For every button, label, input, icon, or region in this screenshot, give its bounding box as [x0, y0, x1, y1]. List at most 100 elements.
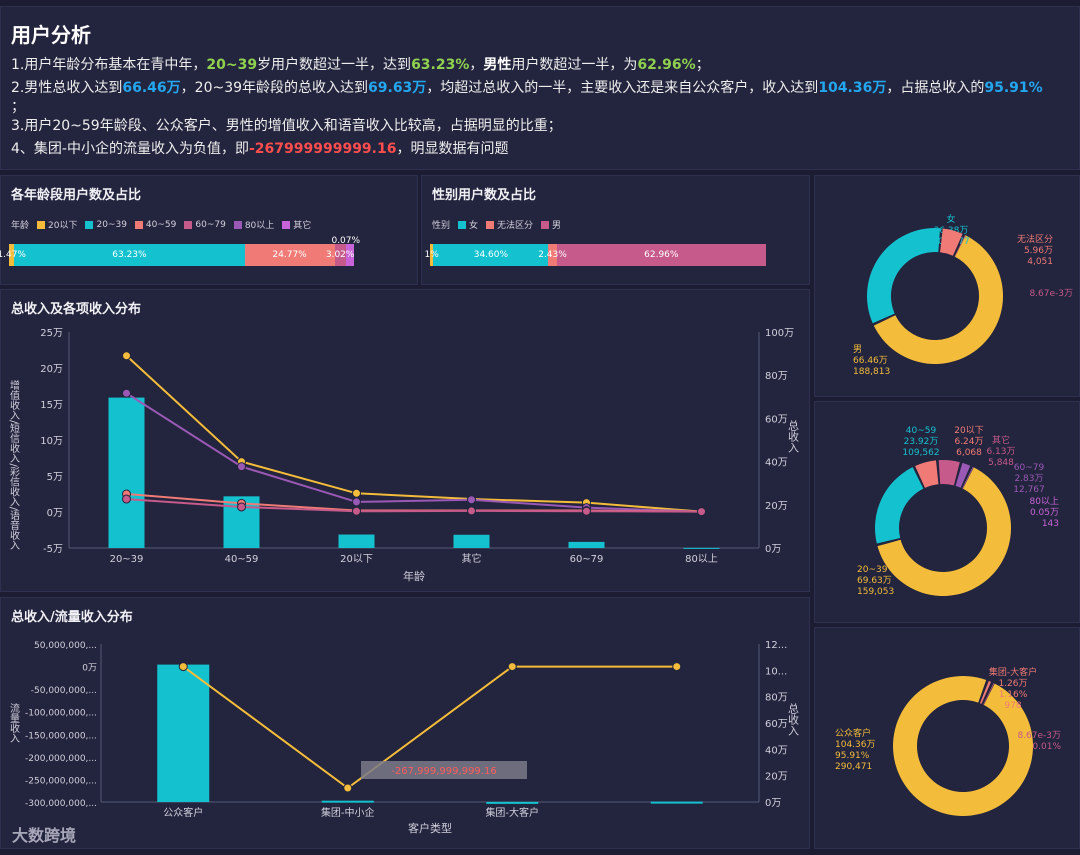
donut-slice [979, 680, 992, 704]
segment-label: 2.43% [538, 250, 567, 260]
text: 用户数超过一半，为 [511, 57, 638, 73]
donut-slice [893, 676, 1033, 816]
series-point [467, 506, 476, 516]
y-right-tick-label: 12... [765, 640, 787, 651]
summary-line-2: 2.男性总收入达到66.46万，20~39年龄段的总收入达到69.63万，均超过… [11, 77, 1043, 97]
legend-text: 60~79 [195, 219, 226, 230]
highlight: 104.36万 [818, 80, 887, 96]
series-point [237, 502, 246, 512]
highlight: 66.46万 [122, 80, 181, 96]
donut-slice [938, 460, 960, 486]
y-right-tick-label: 40万 [765, 458, 788, 469]
highlight: 69.63万 [368, 80, 427, 96]
donut-slice [954, 235, 966, 257]
y-tick-label: 10万 [40, 436, 63, 447]
legend-swatch [282, 220, 291, 229]
bar-segment: 2.43% [538, 244, 567, 266]
y-tick-label: 50,000,000,... [34, 641, 97, 651]
donut-slice [915, 460, 939, 488]
legend-text: 其它 [293, 221, 312, 231]
legend-swatch [85, 220, 94, 229]
segment-label: 1% [424, 250, 439, 260]
x-tick-label: 公众客户 [163, 806, 203, 819]
legend-swatch [37, 220, 46, 229]
traffic-bar [321, 800, 374, 803]
series-line [126, 498, 702, 513]
legend-label: 性别 [432, 221, 451, 231]
y-right-tick-label: 40万 [765, 745, 788, 756]
series-point [237, 462, 246, 472]
slice-label: 男 [853, 344, 862, 355]
series-line [125, 355, 702, 513]
segment-label: 24.77% [272, 250, 307, 260]
panel-title: 总收入及各项收入分布 [11, 302, 142, 317]
bar-segment: 63.23% [14, 244, 245, 266]
donut-slice [875, 467, 924, 544]
y-axis-label: 增值收入/短信收入/彩信收入/语音收入 [8, 379, 20, 550]
page-title: 用户分析 [11, 23, 91, 47]
gender-stacked-bar: 1% 34.60% 2.43% 62.96% [425, 244, 766, 266]
slice-label: 0.01% [1032, 742, 1061, 752]
y-tick-label: -50,000,000,... [31, 686, 97, 696]
legend-text: 20以下 [48, 221, 78, 231]
slice-label: 公众客户 [835, 727, 871, 739]
slice-label: 104.36万 [835, 740, 876, 750]
y-tick-label: -300,000,000,... [25, 799, 97, 809]
highlight: -267999999999.16 [248, 141, 397, 157]
y-right-tick-label: 60万 [765, 719, 788, 730]
legend-item: 其它 [282, 218, 311, 231]
series-point [122, 351, 131, 361]
legend-swatch [134, 220, 143, 229]
age-users-panel: 各年龄段用户数及占比 年龄 20以下 20~39 40~59 60~79 80以上 其它 … [0, 175, 418, 285]
traffic-point [507, 662, 517, 672]
donut-slice [983, 683, 995, 705]
highlight: 95.91% [984, 80, 1043, 96]
series-point [582, 506, 591, 516]
donut-slice [962, 466, 974, 489]
slice-label: 5.96万 [1024, 246, 1053, 256]
highlight: 62.96% [637, 57, 696, 73]
watermark-logo: 大数跨境 [12, 826, 77, 845]
text: ，占据总收入的 [886, 80, 985, 96]
y-tick-label: -100,000,000,... [25, 709, 97, 719]
legend-text: 20~39 [96, 219, 127, 230]
y-tick-label: 25万 [40, 328, 63, 339]
traffic-bar [157, 664, 210, 802]
highlight: 63.23% [411, 57, 470, 73]
bar-segment: 1.47% [0, 244, 26, 266]
traffic-bar [486, 801, 539, 804]
slice-label: 8.67e-3万 [1029, 289, 1073, 299]
slice-label: 20以下 [954, 426, 983, 436]
x-tick-label: 20~39 [110, 554, 144, 565]
legend-swatch [184, 220, 193, 229]
segment-label: 0.07% [331, 236, 361, 246]
age-legend: 年龄 20以下 20~39 40~59 60~79 80以上 其它 [11, 218, 311, 232]
legend-text: 无法区分 [497, 221, 534, 231]
x-tick-label: 40~59 [225, 554, 259, 565]
x-tick-label: 80以上 [685, 553, 718, 565]
panel-title: 总收入/流量收入分布 [11, 610, 133, 625]
age-donut-panel: 20~39 69.63万 159,053 40~59 23.92万 109,562 20以下… [814, 401, 1080, 623]
legend-item: 20以下 [37, 218, 77, 231]
slice-label: 12,767 [1013, 485, 1045, 495]
segment-label: 1.47% [0, 250, 26, 260]
bar-segment [345, 244, 354, 266]
slice-label: 6,068 [956, 448, 982, 458]
text: 1.用户年龄分布基本在青中年， [11, 57, 207, 73]
x-tick-label: 集团-大客户 [485, 806, 539, 819]
bar-segment: 1% [425, 244, 439, 266]
legend-item: 女 [458, 218, 478, 231]
text: ； [695, 57, 710, 73]
y-right-tick-label: 20万 [765, 772, 788, 783]
tooltip-box [361, 761, 527, 779]
series-point [122, 494, 131, 504]
y-right-tick-label: 60万 [765, 414, 788, 425]
slice-label: 80以上 [1030, 496, 1059, 507]
legend-item: 60~79 [184, 219, 226, 230]
slice-label: 188,813 [853, 367, 890, 377]
slice-label: 60~79 [1014, 463, 1045, 473]
x-tick-label: 60~79 [570, 554, 604, 565]
y-tick-label: 0万 [47, 508, 63, 519]
traffic-point [672, 662, 682, 672]
